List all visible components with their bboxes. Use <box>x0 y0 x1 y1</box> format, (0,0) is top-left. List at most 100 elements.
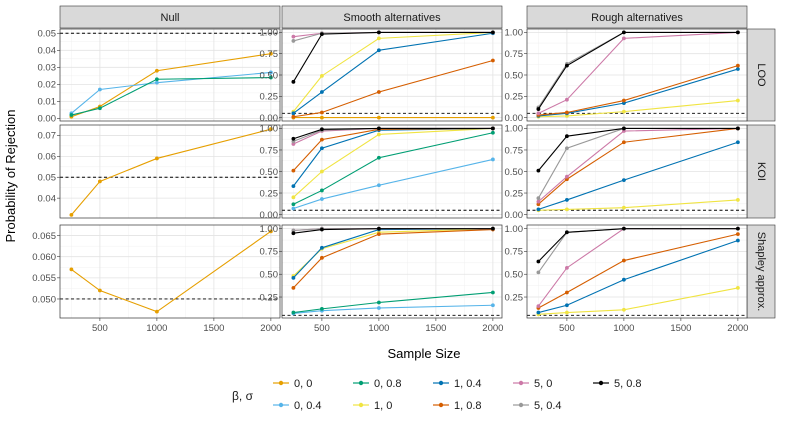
data-point <box>536 207 541 212</box>
series-line <box>538 31 738 114</box>
series-line <box>537 31 738 110</box>
data-point <box>376 226 381 231</box>
series-5-0-8 <box>291 30 495 84</box>
data-point <box>291 114 296 119</box>
strip-0: Null <box>59 5 281 29</box>
column-strip-bg <box>281 5 503 29</box>
y-tick-label: 0.02 <box>38 80 57 91</box>
data-point <box>564 97 569 102</box>
legend-swatch-point <box>598 380 604 386</box>
y-tick-label: 0.00 <box>260 210 279 221</box>
data-point <box>291 286 296 290</box>
legend-item-1-0-4: 1, 0.4 <box>433 378 482 390</box>
legend-swatch-point <box>278 402 284 408</box>
series-1-0-4 <box>536 238 740 315</box>
data-point <box>291 184 296 189</box>
data-point <box>536 107 541 111</box>
data-point <box>376 132 381 137</box>
data-point <box>97 106 102 111</box>
data-point <box>319 137 324 142</box>
x-tick-label: 500 <box>92 323 108 334</box>
panel-border <box>281 124 503 219</box>
legend-swatch-point <box>518 402 524 408</box>
data-point <box>69 113 74 117</box>
data-point <box>564 198 569 202</box>
row-strip-1: KOI <box>746 124 776 219</box>
data-point <box>268 229 273 234</box>
data-point <box>268 75 273 80</box>
panel-smooth-koi: 0.00 0.25 0.50 0.75 1.00 <box>260 124 503 221</box>
data-point <box>564 230 569 235</box>
series-line <box>293 127 493 140</box>
series-line <box>537 127 738 171</box>
legend-item-1-0-8: 1, 0.8 <box>433 400 482 412</box>
panel-null-loo: 0.00 0.01 0.02 0.03 0.04 0.05 <box>38 29 281 125</box>
x-tick-label: 1000 <box>146 323 167 334</box>
data-point <box>319 188 324 193</box>
series-line <box>538 68 739 117</box>
data-point <box>319 127 324 132</box>
data-point <box>376 115 381 120</box>
panel-background <box>60 125 280 218</box>
series-1-0 <box>536 198 740 213</box>
data-point <box>735 63 740 68</box>
series-line <box>293 229 493 289</box>
data-point <box>490 157 495 162</box>
series-line <box>538 199 738 211</box>
y-tick-label: 0.00 <box>505 210 524 221</box>
row-strip-0: LOO <box>746 28 776 122</box>
data-point <box>621 277 626 282</box>
panel-null-shap: 0.050 0.055 0.060 0.065 500 1000 1500 2000 <box>32 224 281 334</box>
series-line <box>538 287 738 315</box>
y-tick-label: 0.50 <box>260 167 279 178</box>
series-0-0-8 <box>291 130 495 207</box>
legend-item-1-0: 1, 0 <box>353 400 392 412</box>
data-point <box>69 267 74 272</box>
data-point <box>564 63 569 68</box>
data-point <box>291 202 296 207</box>
y-tick-label: 0.04 <box>38 193 57 204</box>
series-5-0-8 <box>536 126 740 173</box>
data-point <box>621 98 626 103</box>
series-0-0-8 <box>69 75 273 117</box>
y-tick-label: 0.01 <box>38 97 57 108</box>
panel-background <box>60 225 280 318</box>
legend-label: 5, 0.8 <box>614 378 642 390</box>
series-line <box>293 59 494 118</box>
series-line <box>538 239 739 314</box>
data-point <box>319 197 324 201</box>
legend-swatch-point <box>358 402 364 408</box>
series-line <box>538 65 739 116</box>
y-tick-label: 0.75 <box>260 145 279 156</box>
series-5-0-8 <box>291 126 495 141</box>
data-point <box>490 290 495 295</box>
data-point <box>564 303 569 308</box>
data-point <box>291 79 296 84</box>
y-tick-label: 0.75 <box>505 247 524 258</box>
y-tick-label: 0.065 <box>32 231 56 242</box>
y-tick-label: 1.00 <box>505 28 524 39</box>
y-tick-label: 0.25 <box>505 92 524 103</box>
row-strip-bg <box>746 224 776 319</box>
legend-label: 0, 0.4 <box>294 400 322 412</box>
row-strip-label: Shapley approx. <box>755 232 767 312</box>
data-point <box>536 270 541 275</box>
data-point <box>291 310 296 315</box>
panel-border <box>59 224 281 319</box>
data-point <box>376 126 381 131</box>
data-point <box>319 73 324 78</box>
data-point <box>291 195 296 200</box>
series-0-0 <box>69 229 273 314</box>
series-line <box>293 304 493 314</box>
data-point <box>154 68 159 73</box>
data-point <box>564 110 569 115</box>
data-point <box>735 226 740 231</box>
x-tick-label: 500 <box>559 323 575 334</box>
legend-item-0-0-8: 0, 0.8 <box>353 378 402 390</box>
series-line <box>538 127 738 205</box>
series-5-0-8 <box>536 226 740 264</box>
y-tick-label: 1.00 <box>505 224 524 235</box>
data-point <box>536 259 541 264</box>
legend-label: 1, 0.4 <box>454 378 482 390</box>
y-tick-label: 0.25 <box>260 188 279 199</box>
